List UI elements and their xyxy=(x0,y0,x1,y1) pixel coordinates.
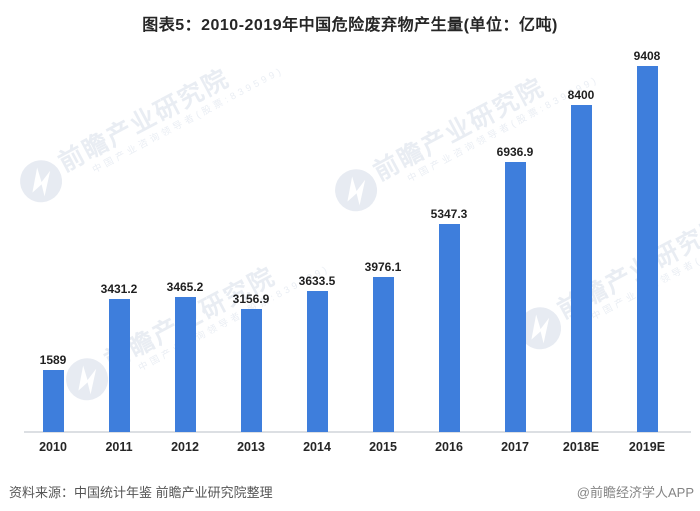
plot-area: 1589 3431.2 3465.2 3156.9 3633.5 3976.1 5347.3… xyxy=(24,49,691,433)
bar xyxy=(438,224,460,432)
bar xyxy=(306,291,328,432)
watermark-main-text: 前瞻产业研究院 xyxy=(100,239,326,375)
x-axis-label: 2013 xyxy=(237,440,265,454)
watermark-main-text: 前瞻产业研究院 xyxy=(54,64,235,178)
qianzhan-logo-icon xyxy=(327,161,386,222)
x-axis-label: 2015 xyxy=(369,440,397,454)
x-axis-label: 2019E xyxy=(628,440,666,454)
x-axis-label: 2012 xyxy=(171,440,199,454)
bar-value-label: 1589 xyxy=(39,353,67,367)
x-axis-line xyxy=(24,431,691,433)
bar-value-label: 3431.2 xyxy=(100,282,138,296)
x-axis-label: 2018E xyxy=(562,440,600,454)
x-axis-label: 2016 xyxy=(435,440,463,454)
bar xyxy=(42,370,64,432)
bar-value-label: 5347.3 xyxy=(430,207,468,221)
bar-value-label: 8400 xyxy=(567,88,595,102)
footer: 资料来源：中国统计年鉴 前瞻产业研究院整理 @前瞻经济学人APP xyxy=(0,480,700,502)
bar xyxy=(504,162,526,432)
x-axis-label: 2017 xyxy=(501,440,529,454)
x-axis-label: 2010 xyxy=(39,440,67,454)
watermark-sub-text: 中国产业咨询领导者(股票:839599) xyxy=(90,65,287,177)
source-note: 资料来源：中国统计年鉴 前瞻产业研究院整理 xyxy=(9,485,273,500)
bar xyxy=(108,299,130,432)
app-credit: @前瞻经济学人APP xyxy=(576,485,694,500)
x-axis-label: 2011 xyxy=(105,440,133,454)
watermark-main-text: 前瞻产业研究院 xyxy=(369,73,550,187)
qianzhan-logo-icon xyxy=(12,152,71,213)
x-axis-label: 2014 xyxy=(303,440,331,454)
bar xyxy=(636,66,658,432)
bar xyxy=(372,277,394,432)
bar xyxy=(174,297,196,432)
bar-value-label: 9408 xyxy=(633,49,661,63)
chart-title: 图表5：2010-2019年中国危险废弃物产生量(单位：亿吨) xyxy=(142,17,558,34)
bar xyxy=(570,105,592,432)
watermark: 前瞻产业研究院中国产业咨询领导者(股票:839599) xyxy=(328,47,603,222)
bar-value-label: 3465.2 xyxy=(166,280,204,294)
bar-value-label: 3156.9 xyxy=(232,292,270,306)
watermark: 前瞻产业研究院中国产业咨询领导者(股票:839599) xyxy=(13,38,288,213)
bar-value-label: 3976.1 xyxy=(364,260,402,274)
x-axis-labels: 2010 2011 2012 2013 2014 2015 2016 2017 2018E 201… xyxy=(0,440,700,458)
bar xyxy=(240,309,262,432)
bar-value-label: 6936.9 xyxy=(496,145,534,159)
bar-value-label: 3633.5 xyxy=(298,274,336,288)
